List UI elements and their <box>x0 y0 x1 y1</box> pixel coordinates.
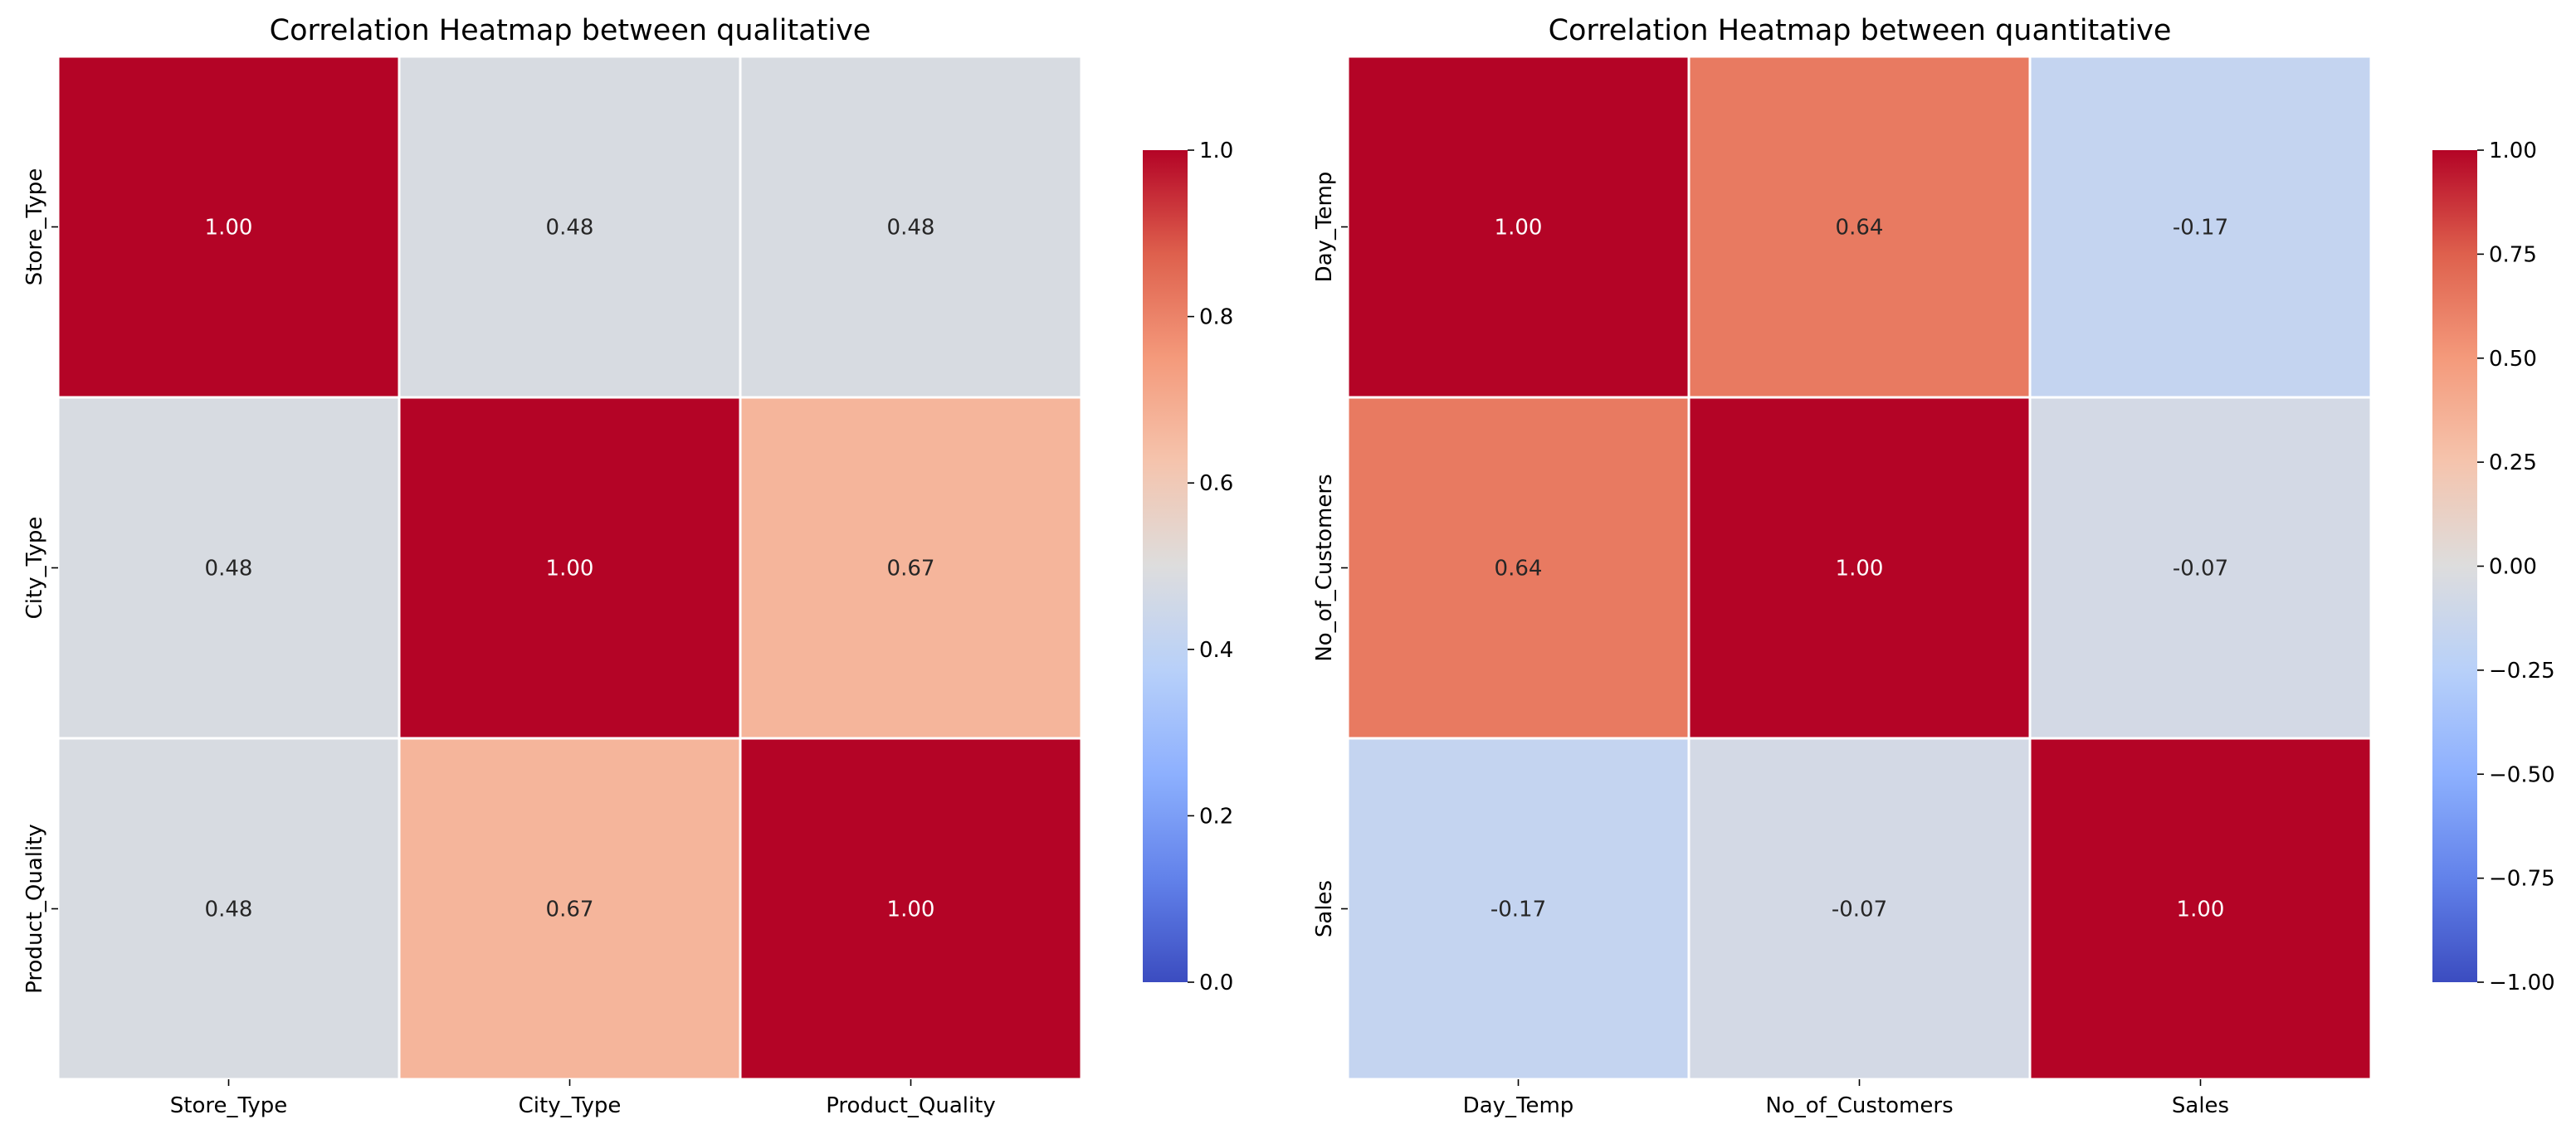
x-tick-label: Store_Type <box>170 1093 287 1118</box>
x-tick-label: Product_Quality <box>826 1093 996 1118</box>
cell-value-label: 1.00 <box>887 898 935 922</box>
colorbar-tick-label: 0.8 <box>1199 305 1233 330</box>
y-tick-label: No_of_Customers <box>1312 474 1337 661</box>
cell-value-label: -0.07 <box>1832 898 1887 922</box>
colorbar-tick-label: 0.6 <box>1199 471 1233 496</box>
heatmap-cell <box>398 396 742 740</box>
heatmap-cell <box>1687 737 2032 1081</box>
colorbar-tick-label: 1.00 <box>2489 139 2537 163</box>
heatmap-cell <box>1346 737 1690 1081</box>
heatmap-cell <box>1687 396 2032 740</box>
colorbar-tick-label: −0.50 <box>2489 762 2555 787</box>
y-tick-label: Product_Quality <box>22 824 47 994</box>
cell-value-label: 1.00 <box>1495 216 1543 241</box>
cell-value-label: -0.07 <box>2173 557 2228 582</box>
colorbar <box>2432 150 2477 982</box>
colorbar-tick-label: 0.25 <box>2489 450 2537 475</box>
cell-value-label: 0.67 <box>546 898 594 922</box>
heatmap-cell <box>56 396 401 740</box>
heatmap-cell <box>2028 396 2373 740</box>
colorbar-tick-label: −0.75 <box>2489 867 2555 892</box>
heatmap-panel-qualitative: Correlation Heatmap between qualitative 1… <box>22 14 1233 1118</box>
cell-value-label: 0.48 <box>546 216 594 241</box>
x-tick-label: Day_Temp <box>1463 1093 1574 1118</box>
cell-value-label: 1.00 <box>2177 898 2225 922</box>
heatmap-cell <box>398 55 742 399</box>
cell-value-label: -0.17 <box>2173 216 2228 241</box>
heatmap-cell <box>2028 55 2373 399</box>
cell-value-label: 0.48 <box>887 216 935 241</box>
heatmap-cell <box>1346 396 1690 740</box>
cell-value-label: 0.64 <box>1495 557 1543 582</box>
colorbar-tick-label: 0.50 <box>2489 347 2537 372</box>
colorbar-tick-label: 0.0 <box>1199 971 1233 995</box>
colorbar-tick-label: −0.25 <box>2489 659 2555 684</box>
y-tick-label: Sales <box>1312 880 1337 937</box>
x-tick-label: Sales <box>2172 1093 2229 1118</box>
cell-value-label: 0.64 <box>1836 216 1884 241</box>
colorbar-tick-label: 0.00 <box>2489 555 2537 580</box>
cell-value-label: -0.17 <box>1490 898 1546 922</box>
heatmap-cell <box>56 55 401 399</box>
heatmap-cell <box>1346 55 1690 399</box>
colorbar-tick-label: 0.4 <box>1199 638 1233 663</box>
y-tick-label: Day_Temp <box>1312 172 1337 283</box>
cell-value-label: 0.67 <box>887 557 935 582</box>
heatmap-cell <box>739 396 1083 740</box>
colorbar-tick-label: 0.2 <box>1199 804 1233 829</box>
heatmap-cell <box>2028 737 2373 1081</box>
heatmap-panel-quantitative: Correlation Heatmap between quantitative… <box>1312 14 2555 1118</box>
cell-value-label: 0.48 <box>205 898 253 922</box>
y-tick-label: Store_Type <box>22 168 47 285</box>
cell-value-label: 0.48 <box>205 557 253 582</box>
y-tick-label: City_Type <box>22 517 47 620</box>
chart-title: Correlation Heatmap between quantitative <box>1549 14 2172 47</box>
colorbar-tick-label: −1.00 <box>2489 971 2555 995</box>
colorbar-tick-label: 1.0 <box>1199 139 1233 163</box>
colorbar-tick-label: 0.75 <box>2489 242 2537 267</box>
x-tick-label: City_Type <box>519 1093 622 1118</box>
chart-title: Correlation Heatmap between qualitative <box>270 14 871 47</box>
heatmap-cell <box>1687 55 2032 399</box>
cell-value-label: 1.00 <box>546 557 594 582</box>
colorbar <box>1143 150 1188 982</box>
x-tick-label: No_of_Customers <box>1765 1093 1953 1118</box>
heatmap-cell <box>398 737 742 1081</box>
cell-value-label: 1.00 <box>205 216 253 241</box>
cell-value-label: 1.00 <box>1836 557 1884 582</box>
heatmap-cell <box>739 55 1083 399</box>
